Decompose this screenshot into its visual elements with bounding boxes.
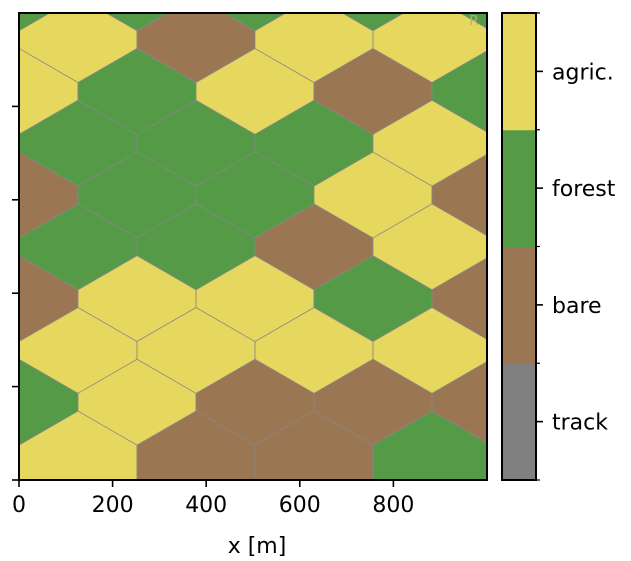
x-tick-label: 800 — [372, 493, 414, 518]
x-tick-label: 0 — [12, 493, 26, 518]
hex-cell-forest — [372, 410, 487, 480]
x-axis: 0 200 400 600 800 — [12, 480, 414, 518]
plot-frame — [18, 12, 488, 481]
hex-cell-agric — [609, 307, 631, 443]
y-axis — [12, 105, 19, 481]
x-tick-label: 600 — [279, 493, 321, 518]
corner-annotation: R — [469, 14, 478, 29]
colorbar-segment-bare — [502, 246, 536, 364]
hex-cell-layer — [19, 13, 631, 547]
colorbar-segment-agric — [502, 13, 536, 131]
colorbar-label-track: track — [552, 411, 608, 436]
x-axis-label: x [m] — [228, 534, 287, 559]
colorbar-segment-track — [502, 363, 536, 481]
x-tick-label: 200 — [92, 493, 134, 518]
hex-cell-forest — [550, 256, 631, 392]
hex-cell-agric — [609, 411, 631, 547]
colorbar-frame — [501, 12, 537, 481]
hex-cell-bare — [550, 152, 631, 288]
hex-cell-forest — [609, 204, 631, 340]
colorbar-segment-forest — [502, 129, 536, 247]
colorbar-label-agric: agric. — [552, 60, 614, 85]
colorbar-label-forest: forest — [552, 177, 616, 202]
x-tick-label: 400 — [185, 493, 227, 518]
colorbar-label-bare: bare — [552, 294, 602, 319]
hex-cell-agric — [609, 100, 631, 236]
colorbar: track bare forest agric. — [501, 12, 616, 481]
plot-area: R — [18, 12, 631, 547]
